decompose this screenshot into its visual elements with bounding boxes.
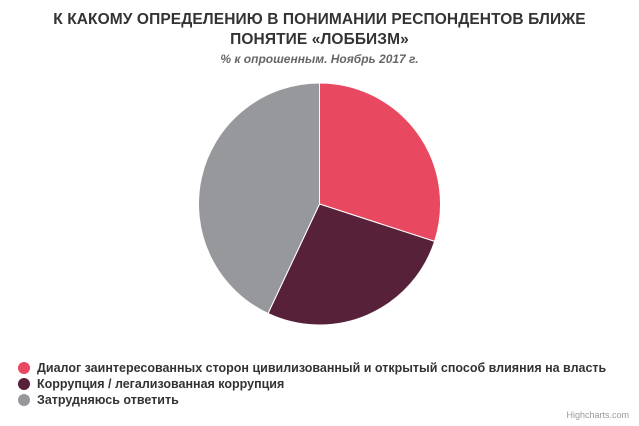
legend-marker bbox=[18, 394, 30, 406]
legend-marker bbox=[18, 378, 30, 390]
chart-subtitle: % к опрошенным. Ноябрь 2017 г. bbox=[220, 52, 419, 66]
legend-marker bbox=[18, 362, 30, 374]
legend: Диалог заинтересованных сторон цивилизов… bbox=[18, 360, 606, 408]
pie-slice-1[interactable] bbox=[267, 203, 436, 326]
credits-link[interactable]: Highcharts.com bbox=[566, 410, 629, 420]
chart-title: К КАКОМУ ОПРЕДЕЛЕНИЮ В ПОНИМАНИИ РЕСПОНД… bbox=[0, 10, 639, 50]
legend-label: Затрудняюсь ответить bbox=[37, 393, 179, 407]
legend-item-dialog[interactable]: Диалог заинтересованных сторон цивилизов… bbox=[18, 360, 606, 376]
pie-slice-2[interactable] bbox=[198, 82, 320, 314]
chart-title-line-2: ПОНЯТИЕ «ЛОББИЗМ» bbox=[230, 31, 409, 48]
pie-slices bbox=[198, 82, 441, 326]
legend-label: Коррупция / легализованная коррупция bbox=[37, 377, 285, 391]
pie-slice-0[interactable] bbox=[319, 82, 441, 242]
chart-title-line-1: К КАКОМУ ОПРЕДЕЛЕНИЮ В ПОНИМАНИИ РЕСПОНД… bbox=[53, 11, 586, 28]
legend-item-hard-to-answer[interactable]: Затрудняюсь ответить bbox=[18, 392, 606, 408]
legend-label: Диалог заинтересованных сторон цивилизов… bbox=[37, 361, 607, 375]
legend-item-corruption[interactable]: Коррупция / легализованная коррупция bbox=[18, 376, 606, 392]
